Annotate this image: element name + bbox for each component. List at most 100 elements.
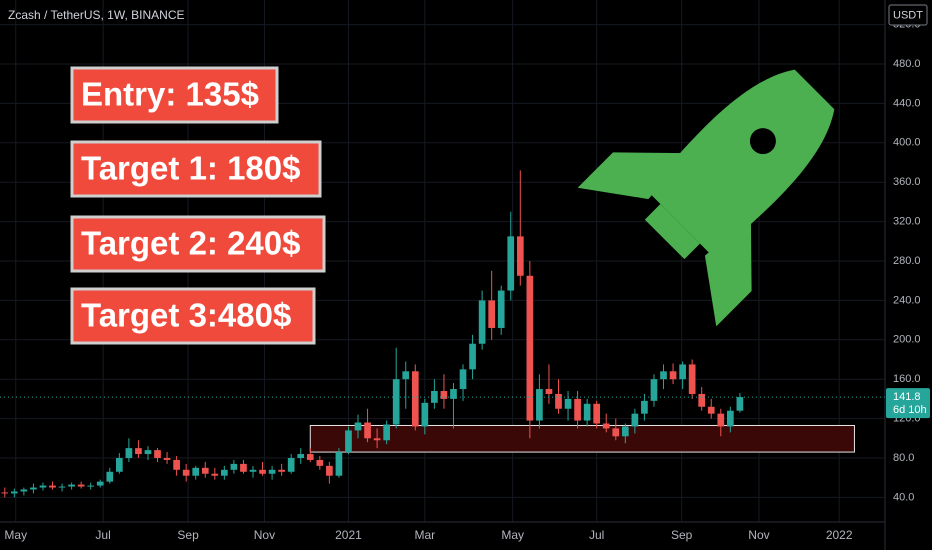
x-tick-label: Jul xyxy=(589,528,604,542)
y-tick-label: 240.0 xyxy=(893,294,921,306)
candle-body xyxy=(574,398,581,421)
candle-body xyxy=(602,423,610,429)
candle-body xyxy=(383,424,390,441)
candle-body xyxy=(688,364,696,394)
candle-body xyxy=(621,426,629,437)
annotation-text: Target 3:480$ xyxy=(81,297,291,334)
candle-body xyxy=(669,371,677,380)
candle-body xyxy=(278,469,285,472)
candle-body xyxy=(660,371,667,380)
annotation-box xyxy=(70,287,316,345)
candle-body xyxy=(297,454,305,458)
candle-body xyxy=(364,422,371,439)
last-price-label: 141.8 xyxy=(893,391,921,403)
candle-body xyxy=(135,448,142,455)
x-tick-label: 2022 xyxy=(826,528,853,542)
candle-body xyxy=(536,389,543,421)
candle-body xyxy=(450,389,457,399)
candle-body xyxy=(564,398,572,409)
candle-body xyxy=(545,389,553,394)
candle-body xyxy=(259,469,266,474)
candle-body xyxy=(373,438,381,441)
candle-body xyxy=(68,484,75,487)
x-tick-label: Sep xyxy=(177,528,199,542)
annotation-text: Entry: 135$ xyxy=(81,76,259,113)
x-tick-label: Nov xyxy=(254,528,275,542)
x-tick-label: Nov xyxy=(748,528,769,542)
x-tick-label: Mar xyxy=(415,528,436,542)
candle-body xyxy=(125,448,133,458)
candle-body xyxy=(144,450,152,455)
y-tick-label: 80.0 xyxy=(893,452,914,464)
candle-body xyxy=(469,343,476,370)
y-tick-label: 200.0 xyxy=(893,334,921,346)
candles xyxy=(0,170,885,498)
candle-body xyxy=(402,371,410,380)
candle-body xyxy=(10,491,18,494)
y-tick-label: 40.0 xyxy=(893,491,914,503)
candle-body xyxy=(87,485,95,487)
candle-body xyxy=(106,471,114,482)
candle-body xyxy=(650,379,658,401)
chart-title: Zcash / TetherUS, 1W, BINANCE xyxy=(8,8,185,22)
x-tick-label: Jul xyxy=(95,528,110,542)
candle-body xyxy=(526,275,534,421)
candle-body xyxy=(77,484,85,487)
candle-body xyxy=(49,485,56,488)
annotations: Entry: 135$ Target 1: 180$ Target 2: 240$ T… xyxy=(70,66,326,345)
y-tick-label: 320.0 xyxy=(893,216,921,228)
candle-body xyxy=(192,467,200,476)
candle-body xyxy=(1,492,9,494)
candle-body xyxy=(717,413,725,427)
x-tick-label: Sep xyxy=(671,528,693,542)
currency-label: USDT xyxy=(893,9,923,21)
countdown-label: 6d 10h xyxy=(893,404,927,416)
candle-body xyxy=(516,236,524,276)
candle-body xyxy=(249,469,257,472)
y-tick-label: 440.0 xyxy=(893,97,921,109)
x-tick-label: May xyxy=(4,528,27,542)
y-tick-label: 160.0 xyxy=(893,373,921,385)
candle-body xyxy=(221,469,228,476)
rocket-icon xyxy=(577,69,835,327)
candle-body xyxy=(354,422,362,431)
candle-body xyxy=(182,469,190,476)
candle-body xyxy=(555,393,562,409)
y-tick-label: 280.0 xyxy=(893,255,921,267)
candle-body xyxy=(326,465,333,476)
axes: 40.080.0120.0160.0200.0240.0280.0320.036… xyxy=(4,19,930,542)
support-zone xyxy=(309,424,855,453)
candle-body xyxy=(593,403,601,424)
candle-body xyxy=(726,410,734,427)
candle-body xyxy=(478,300,486,344)
candle-body xyxy=(497,290,505,328)
candle-body xyxy=(96,481,104,486)
zone-layer xyxy=(309,424,855,453)
candle-body xyxy=(345,430,352,453)
candle-body xyxy=(30,487,37,490)
candle-body xyxy=(459,369,467,390)
candle-body xyxy=(201,467,209,474)
candle-body xyxy=(230,463,238,470)
annotation-text: Target 1: 180$ xyxy=(81,150,301,187)
candle-body xyxy=(268,469,276,474)
candle-body xyxy=(240,463,247,472)
y-tick-label: 480.0 xyxy=(893,58,921,70)
candle-body xyxy=(612,428,620,437)
candle-body xyxy=(163,457,171,460)
candle-body xyxy=(431,391,438,403)
candle-body xyxy=(211,473,219,476)
annotation-box xyxy=(70,66,279,124)
candle-body xyxy=(679,364,686,380)
candle-body xyxy=(335,452,343,476)
x-tick-label: 2021 xyxy=(335,528,362,542)
last-price-box xyxy=(886,388,930,419)
candle-body xyxy=(583,403,591,421)
currency-box xyxy=(888,4,928,26)
candle-body xyxy=(39,485,47,488)
candle-body xyxy=(736,397,744,411)
candle-body xyxy=(115,457,123,472)
candle-body xyxy=(316,459,324,466)
candle-body xyxy=(421,402,429,427)
